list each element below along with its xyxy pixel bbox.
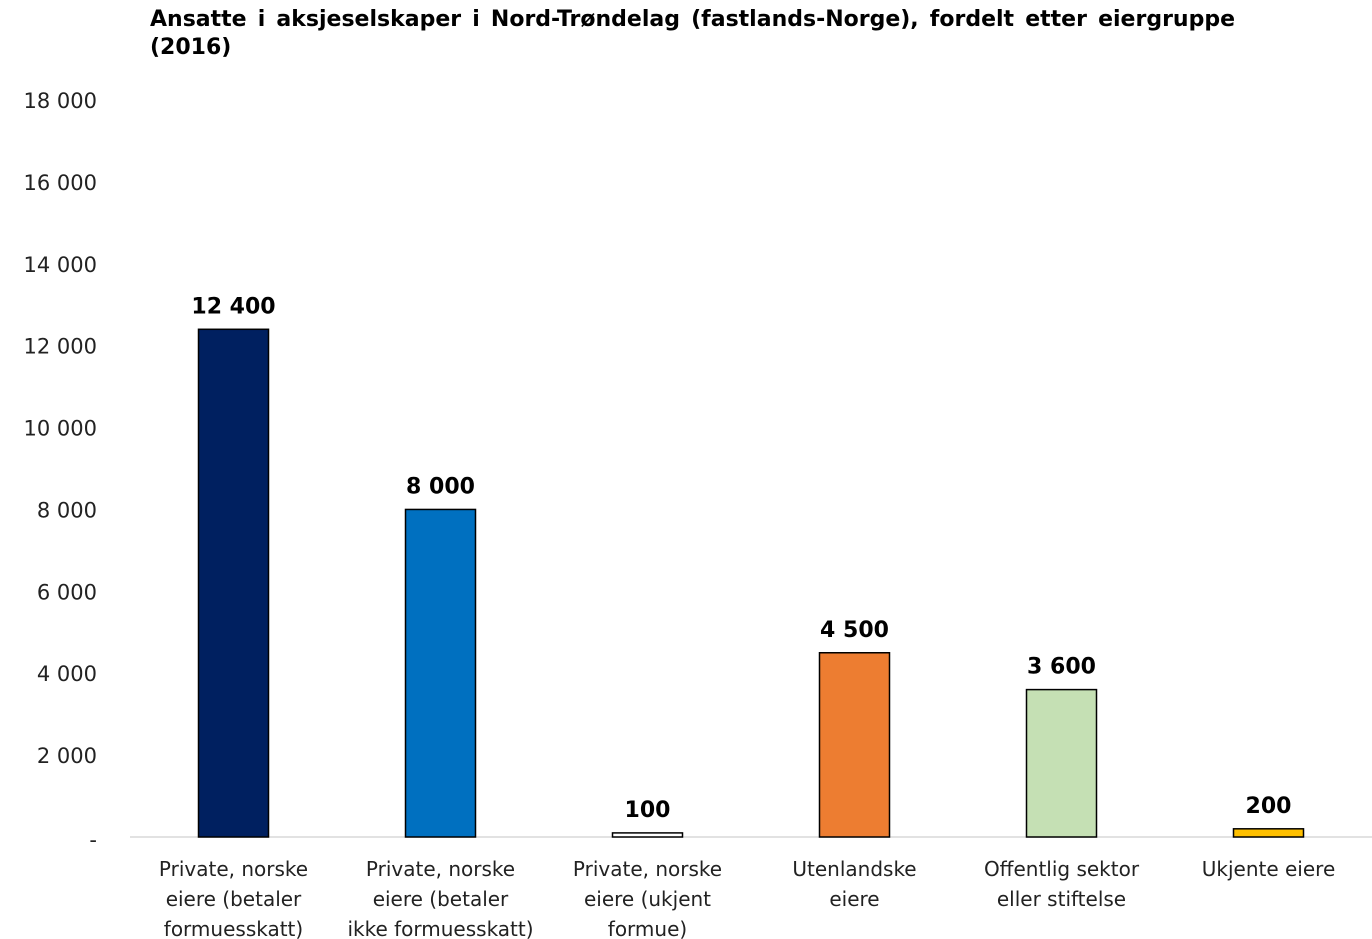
y-tick-label: 8 000 xyxy=(37,498,97,522)
bar xyxy=(1025,688,1098,838)
bar xyxy=(197,328,270,838)
data-label: 12 400 xyxy=(191,294,275,319)
category-label: eiere xyxy=(829,887,879,911)
y-tick-label: 18 000 xyxy=(24,89,97,113)
category-label: Offentlig sektor xyxy=(984,857,1140,881)
category-label: Ukjente eiere xyxy=(1202,857,1336,881)
data-label: 4 500 xyxy=(820,618,889,643)
y-tick-label: 4 000 xyxy=(37,662,97,686)
y-axis-ticks: - 2 000 4 000 6 000 8 000 10 000 12 000 14 000 1… xyxy=(24,89,97,852)
y-tick-label: 16 000 xyxy=(24,171,97,195)
data-labels: 12 400 8 000 100 4 500 3 600 200 xyxy=(191,294,1291,823)
bar xyxy=(611,832,684,838)
bar xyxy=(818,652,891,838)
category-label: Private, norske xyxy=(366,857,515,881)
category-label: ikke formuesskatt) xyxy=(347,917,533,939)
category-label: eiere (betaler xyxy=(166,887,302,911)
category-label: eiere (ukjent xyxy=(584,887,711,911)
bar xyxy=(1232,828,1305,838)
y-tick-label: 10 000 xyxy=(24,417,97,441)
category-labels: Private, norske eiere (betaler formuesskat… xyxy=(159,857,1335,939)
y-tick-label: - xyxy=(89,828,97,852)
y-tick-label: 2 000 xyxy=(37,744,97,768)
category-label: eiere (betaler xyxy=(373,887,509,911)
y-tick-label: 14 000 xyxy=(24,253,97,277)
data-label: 200 xyxy=(1246,794,1292,819)
category-label: formuesskatt) xyxy=(164,917,303,939)
data-label: 3 600 xyxy=(1027,655,1096,680)
category-label: Private, norske xyxy=(159,857,308,881)
bars xyxy=(197,328,1305,838)
chart-title: Ansatte i aksjeselskaper i Nord-Trøndela… xyxy=(150,7,1235,60)
data-label: 8 000 xyxy=(406,474,475,499)
category-label: eller stiftelse xyxy=(997,887,1126,911)
data-label: 100 xyxy=(625,798,671,823)
bar xyxy=(404,508,477,838)
category-label: formue) xyxy=(608,917,687,939)
y-tick-label: 12 000 xyxy=(24,335,97,359)
category-label: Private, norske xyxy=(573,857,722,881)
y-tick-label: 6 000 xyxy=(37,580,97,604)
category-label: Utenlandske xyxy=(792,857,916,881)
